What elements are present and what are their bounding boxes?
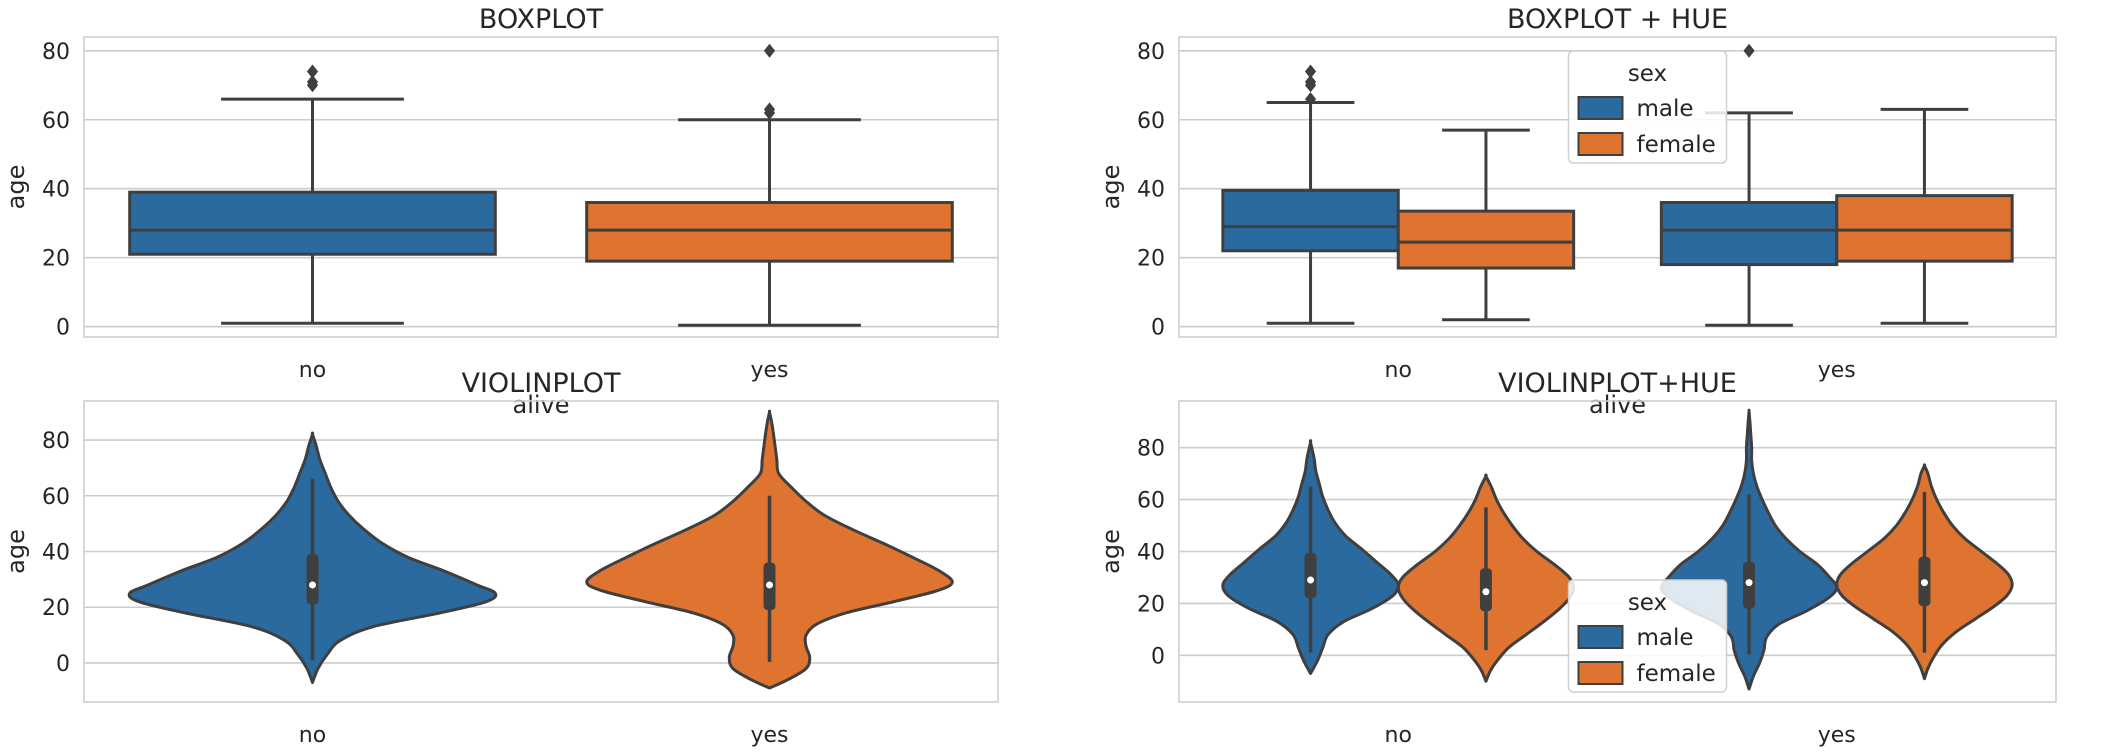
x-tick-label: no	[299, 358, 326, 383]
violin-no-no	[127, 431, 498, 684]
x-axis-label: alive	[512, 391, 569, 419]
y-tick-label: 40	[42, 178, 70, 203]
legend-label-male: male	[1637, 96, 1694, 122]
box-yes-yes	[585, 43, 954, 327]
outlier-point	[763, 43, 776, 58]
x-tick-label: no	[299, 723, 326, 748]
y-tick-label: 40	[1137, 178, 1165, 203]
legend-label-female: female	[1637, 132, 1716, 158]
plot-frame	[83, 36, 999, 338]
box-body	[1659, 201, 1839, 267]
y-tick-label: 20	[1137, 247, 1165, 272]
x-tick-label: yes	[1818, 358, 1856, 383]
box-no-male	[1221, 64, 1400, 325]
outlier-point	[1304, 74, 1317, 89]
median-dot	[1307, 576, 1315, 584]
box-body	[1396, 209, 1576, 270]
box-body	[585, 201, 954, 263]
violin-no-female	[1396, 473, 1576, 683]
legend: sex male female	[1567, 50, 1728, 164]
y-tick-label: 20	[42, 596, 70, 621]
inner-box	[1304, 552, 1317, 599]
legend-title: sex	[1628, 61, 1667, 87]
inner-box	[306, 554, 319, 605]
y-tick-label: 80	[1137, 437, 1165, 462]
outlier-point	[1304, 64, 1317, 79]
y-axis-label: age	[1097, 529, 1125, 574]
legend-swatch-male	[1577, 625, 1624, 649]
x-tick-label: yes	[1818, 723, 1856, 748]
chart-title: BOXPLOT + HUE	[1507, 4, 1728, 35]
y-tick-label: 0	[1151, 316, 1165, 341]
chart-title: VIOLINPLOT	[462, 368, 622, 399]
legend-swatch-female	[1577, 661, 1624, 685]
median-dot	[1745, 579, 1753, 587]
box-yes-male	[1659, 43, 1839, 327]
violin-no-male	[1221, 439, 1400, 675]
box-yes-female	[1835, 107, 2014, 325]
box-no-no	[128, 64, 497, 325]
y-tick-label: 20	[1137, 592, 1165, 617]
plot-frame	[83, 400, 999, 703]
plot-frame	[1178, 400, 2057, 703]
y-tick-label: 60	[1137, 489, 1165, 514]
median-dot	[766, 581, 773, 589]
plot-frame	[1178, 36, 2057, 338]
y-tick-label: 60	[42, 109, 70, 134]
median-dot	[1920, 579, 1928, 587]
median-dot	[309, 581, 316, 589]
y-tick-label: 0	[1151, 644, 1165, 669]
box-body	[1221, 188, 1400, 253]
y-tick-label: 60	[42, 485, 70, 510]
violin-yes-yes	[585, 409, 954, 690]
y-tick-label: 0	[56, 652, 70, 677]
y-tick-label: 60	[1137, 109, 1165, 134]
y-axis-label: age	[2, 529, 30, 574]
box-body	[1835, 194, 2014, 263]
violin-yes-female	[1835, 463, 2014, 681]
y-tick-label: 40	[1137, 541, 1165, 566]
legend-label-male: male	[1637, 625, 1694, 651]
chart-title: VIOLINPLOT+HUE	[1498, 368, 1737, 399]
box-no-female	[1396, 128, 1576, 322]
legend-title: sex	[1628, 590, 1667, 616]
legend-swatch-female	[1577, 132, 1624, 156]
x-axis-label: alive	[1589, 391, 1646, 419]
box-body	[128, 190, 497, 256]
legend-swatch-male	[1577, 96, 1624, 120]
outlier-point	[1304, 92, 1317, 107]
y-axis-label: age	[2, 165, 30, 210]
chart-panel-4: 0 20 40 60 80 no yes VIOLINPLOT+HUE age sex male fe…	[1097, 368, 2057, 748]
y-tick-label: 20	[42, 247, 70, 272]
chart-panel-3: 0 20 40 60 80 no yes VIOLINPLOT age	[2, 368, 999, 748]
chart-panel-1: 0 20 40 60 80 no yes BOXPLOT age alive	[2, 4, 999, 419]
x-tick-label: yes	[750, 358, 788, 383]
y-tick-label: 80	[42, 429, 70, 454]
y-tick-label: 80	[1137, 40, 1165, 65]
outlier-point	[1743, 43, 1755, 58]
chart-title: BOXPLOT	[479, 4, 604, 35]
legend-label-female: female	[1637, 661, 1716, 687]
y-axis-label: age	[1097, 165, 1125, 210]
chart-panel-2: 0 20 40 60 80 no yes BOXPLOT + HUE age alive sex ma…	[1097, 4, 2057, 419]
x-tick-label: yes	[750, 723, 788, 748]
y-tick-label: 40	[42, 541, 70, 566]
x-tick-label: no	[1385, 723, 1412, 748]
y-tick-label: 80	[42, 40, 70, 65]
outlier-point	[306, 74, 319, 89]
outlier-point	[306, 64, 319, 79]
median-dot	[1482, 588, 1490, 596]
x-tick-label: no	[1385, 358, 1412, 383]
y-tick-label: 0	[56, 316, 70, 341]
legend: sex male female	[1567, 579, 1728, 693]
outlier-point	[763, 102, 776, 117]
